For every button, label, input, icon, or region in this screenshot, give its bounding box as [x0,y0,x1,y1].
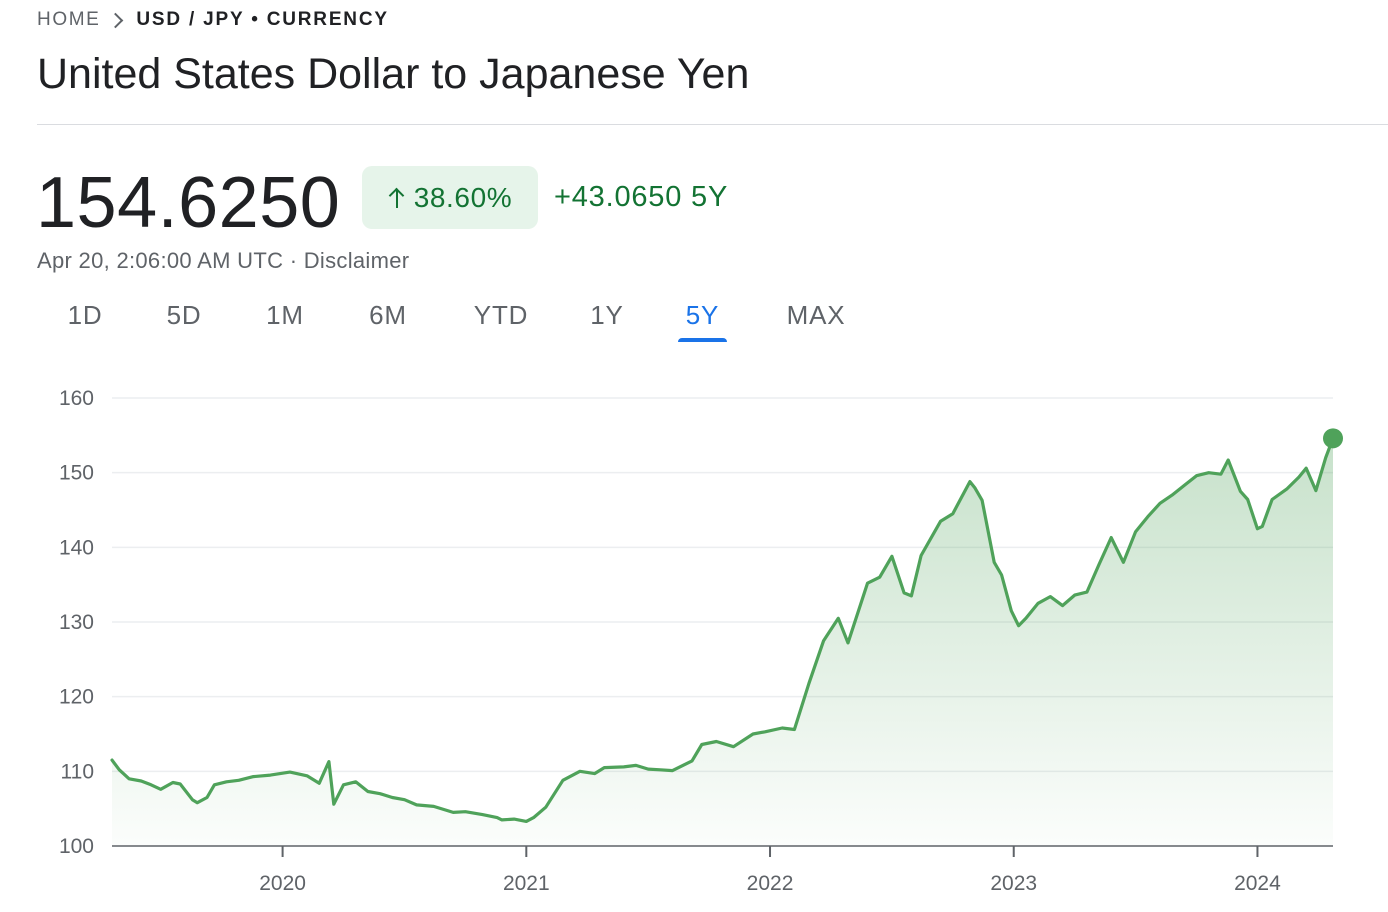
breadcrumb-current: USD / JPY • CURRENCY [136,9,389,30]
breadcrumb-home[interactable]: HOME [37,9,101,30]
percent-change-badge: 38.60% [362,166,538,229]
y-tick-label: 160 [59,387,94,410]
x-tick-label: 2023 [990,872,1037,895]
y-tick-label: 140 [59,536,94,559]
absolute-change: +43.0650 5Y [554,181,729,213]
tab-1y[interactable]: 1Y [590,300,624,330]
tab-1m[interactable]: 1M [266,300,304,330]
tab-1d[interactable]: 1D [67,300,103,330]
arrow-up-icon [388,187,406,209]
price-chart[interactable]: 100 110 120 130 140 150 160 2020 2021 2022 2023 20… [0,370,1388,910]
chevron-right-icon [100,7,136,33]
tab-max[interactable]: MAX [786,300,846,330]
page-title: United States Dollar to Japanese Yen [37,50,750,98]
y-tick-label: 130 [59,611,94,634]
x-tick-label: 2022 [747,872,794,895]
percent-change-value: 38.60% [413,181,513,213]
breadcrumb: HOME USD / JPY • CURRENCY [37,7,389,33]
latest-price-point[interactable] [1323,428,1343,449]
y-tick-label: 100 [59,835,94,858]
title-divider [37,124,1388,125]
tab-ytd[interactable]: YTD [473,300,529,330]
quote-timestamp-row: Apr 20, 2:06:00 AM UTC · Disclaimer [37,248,409,274]
x-tick-label: 2024 [1234,872,1281,895]
disclaimer-link[interactable]: Disclaimer [303,248,410,273]
current-price: 154.6250 [36,163,341,243]
x-tick-label: 2021 [503,872,550,895]
price-area-fill [112,438,1333,846]
tab-5y[interactable]: 5Y [678,300,727,342]
tab-5d[interactable]: 5D [166,300,202,330]
y-tick-label: 150 [59,462,94,485]
x-tick-label: 2020 [259,872,306,895]
timestamp-separator: · [283,248,304,273]
y-tick-label: 110 [61,760,94,783]
y-tick-label: 120 [59,686,94,709]
tab-6m[interactable]: 6M [369,300,407,330]
price-line[interactable] [110,436,1335,823]
quote-timestamp: Apr 20, 2:06:00 AM UTC [37,248,284,273]
